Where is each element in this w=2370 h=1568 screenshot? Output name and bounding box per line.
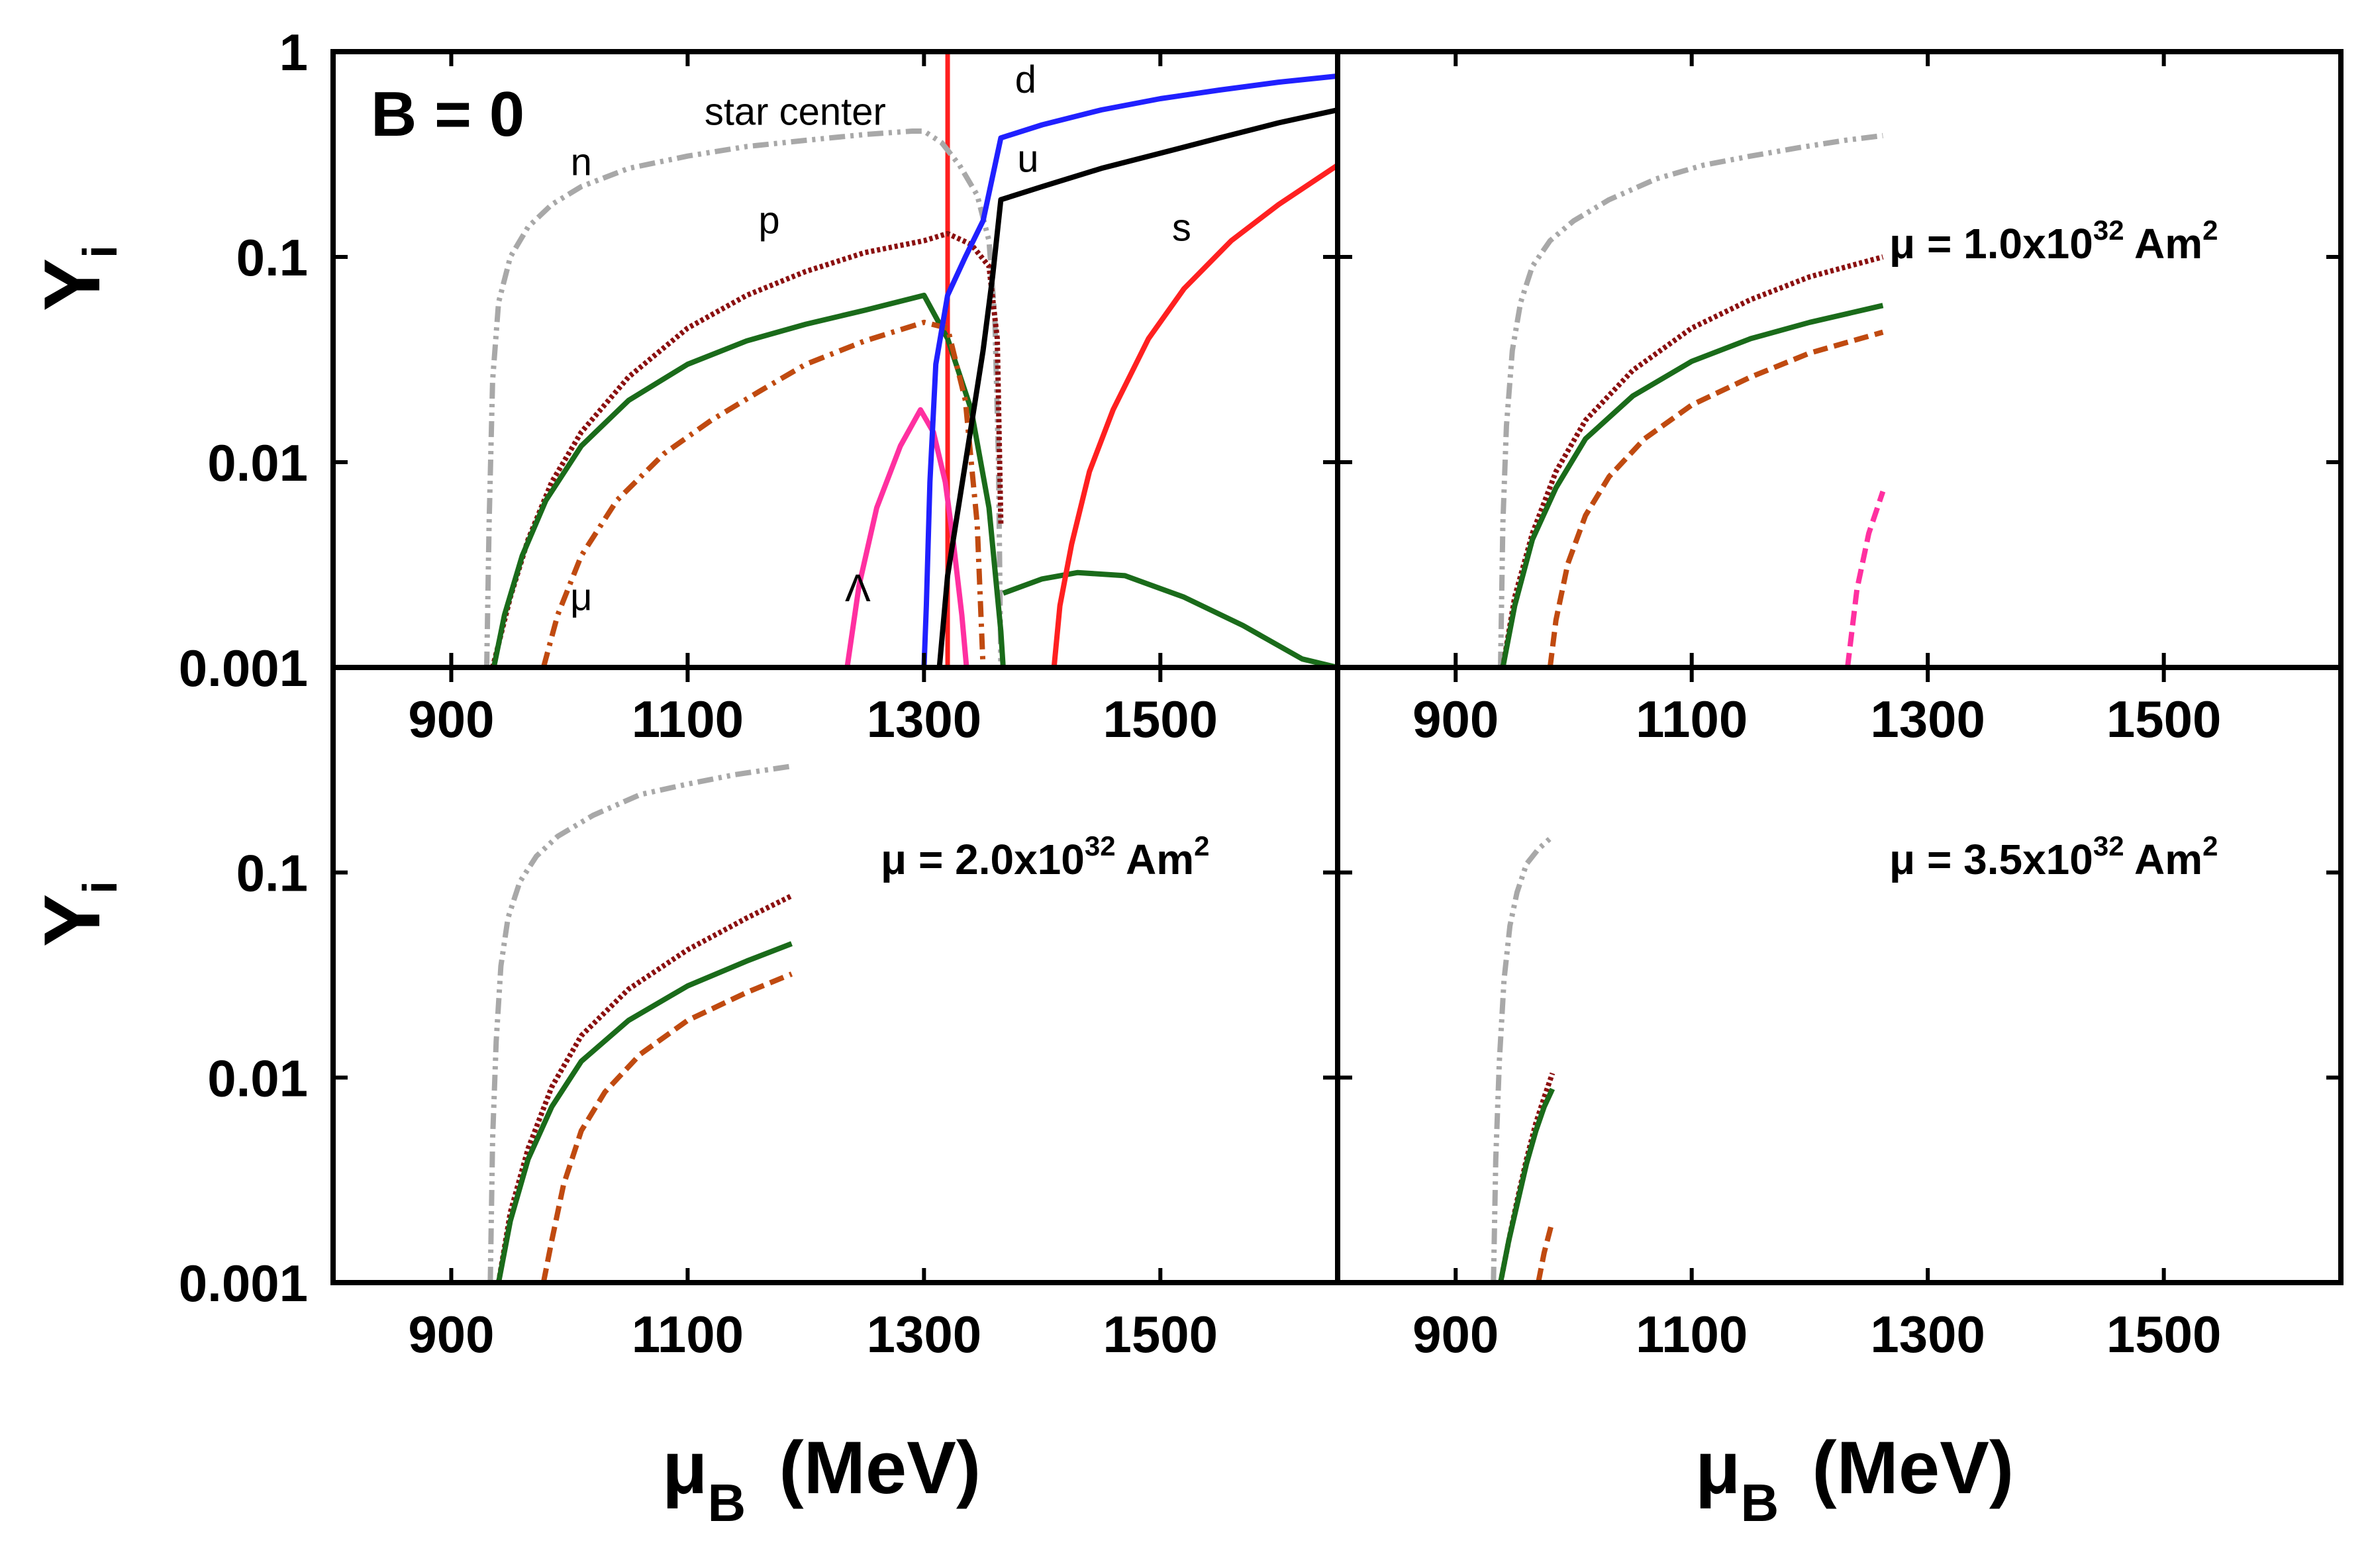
- series-p-line: [490, 230, 1004, 667]
- x-axis-title: μB (MeV): [662, 1426, 981, 1532]
- panel-label: B = 0: [371, 79, 524, 150]
- y-axis-title-sub: i: [74, 881, 127, 894]
- y-tick-label: 0.1: [236, 844, 308, 903]
- y-tick-label: 0.001: [179, 639, 308, 697]
- x-tick-label: 1300: [867, 1305, 982, 1363]
- y-axis-title: Yi: [28, 881, 127, 947]
- y-tick-label: 1: [279, 23, 308, 81]
- series-mu-line: [540, 319, 986, 667]
- panel-frame: [1335, 49, 2344, 670]
- curve-label: d: [1015, 58, 1036, 101]
- y-tick-label: 0.001: [179, 1254, 308, 1312]
- panel-label-sup: 32: [1085, 830, 1116, 861]
- panel-tr: 900 1100 1300 1500 μ = 1.0x1032 Am2: [1335, 49, 2344, 748]
- x-tick-label: 1500: [2106, 1305, 2222, 1363]
- x-tick-label: 1100: [1636, 690, 1748, 748]
- y-axis-title-sub: i: [74, 245, 127, 258]
- panel-label-part: Am: [2124, 220, 2203, 268]
- series-mu-line: [1536, 1220, 1555, 1283]
- series-p-line: [495, 893, 793, 1283]
- panel-label: μ = 3.5x1032 Am2: [1889, 830, 2218, 883]
- panel-label-part: B = 0: [371, 79, 524, 150]
- series-s-line: [1051, 163, 1338, 667]
- y-tick-label: 0.01: [207, 434, 308, 492]
- panel-tl: 900 1100 1300 1500 0.001 0.01 0.1 1 B = 0 star ce…: [179, 23, 1340, 748]
- x-tick-label: 900: [408, 690, 494, 748]
- x-tick-label: 900: [1412, 690, 1499, 748]
- x-tick-label: 1500: [2106, 690, 2222, 748]
- series-e-line: [491, 293, 1006, 667]
- panel-frame: [1335, 665, 2344, 1285]
- x-axis-title-unit: (MeV): [779, 1426, 981, 1509]
- series-mu-line: [1547, 329, 1884, 667]
- x-tick-label: 900: [408, 1305, 494, 1363]
- panel-label-part: μ = 1.0x10: [1889, 220, 2093, 268]
- y-axis-title: Yi: [28, 245, 127, 311]
- panel-label: μ = 1.0x1032 Am2: [1889, 215, 2218, 268]
- panel-label-part: μ = 2.0x10: [881, 836, 1085, 883]
- series-n-line: [487, 763, 793, 1283]
- panel-label-part: Am: [2124, 836, 2203, 883]
- panel-label-sup: 32: [2093, 830, 2124, 861]
- series-d-line: [921, 73, 1338, 667]
- y-axis-title-main: Y: [28, 894, 117, 947]
- x-tick-label: 1300: [1870, 1305, 1985, 1363]
- panel-label-part: μ = 3.5x10: [1889, 836, 2093, 883]
- x-tick-label: 900: [1412, 1305, 1499, 1363]
- series-n-line: [1498, 132, 1883, 667]
- series-e-quark-line: [1002, 569, 1338, 667]
- panel-bl: 900 1100 1300 1500 0.001 0.01 0.1 μ = 2.0x1032 …: [179, 665, 1340, 1363]
- panel-br: 900 1100 1300 1500 μ = 3.5x1032 Am2: [1335, 665, 2344, 1363]
- curve-label: μ: [570, 576, 592, 619]
- series-Lambda-line: [844, 407, 969, 667]
- curve-label: u: [1017, 137, 1038, 180]
- x-axis-title-unit: (MeV): [1812, 1426, 2014, 1509]
- x-tick-label: 1500: [1103, 690, 1218, 748]
- x-tick-label: 1500: [1103, 1305, 1218, 1363]
- series-group: [487, 763, 793, 1283]
- series-mu-line: [540, 971, 793, 1283]
- series-e-line: [1500, 303, 1884, 667]
- x-tick-label: 1100: [632, 1305, 744, 1363]
- x-tick-label: 1300: [1870, 690, 1985, 748]
- series-e-line: [1498, 1087, 1555, 1283]
- panel-label-sup: 2: [2202, 830, 2218, 861]
- series-Lambda-line: [1845, 490, 1886, 667]
- curve-label: Λ: [845, 567, 871, 610]
- y-tick-label: 0.01: [207, 1049, 308, 1107]
- panel-label-sup: 2: [2202, 215, 2218, 246]
- series-e-line: [495, 941, 793, 1283]
- curve-label: n: [571, 141, 592, 184]
- x-axis-title: μB (MeV): [1695, 1426, 2014, 1532]
- curve-label: star center: [705, 91, 886, 134]
- x-axis-title-sub: B: [708, 1473, 746, 1532]
- series-n-line: [484, 128, 1004, 667]
- x-tick-label: 1100: [1636, 1305, 1748, 1363]
- panel-label-sup: 32: [2093, 215, 2124, 246]
- x-tick-label: 1100: [632, 690, 744, 748]
- x-tick-label: 1300: [867, 690, 982, 748]
- x-axis-title-main: μ: [1695, 1426, 1741, 1509]
- curve-label: p: [758, 199, 779, 242]
- series-group: [1491, 834, 1555, 1283]
- x-axis-title-sub: B: [1741, 1473, 1779, 1532]
- panel-label-sup: 2: [1194, 830, 1209, 861]
- y-tick-label: 0.1: [236, 228, 308, 287]
- y-axis-title-main: Y: [28, 258, 117, 311]
- curve-label: s: [1172, 206, 1191, 249]
- series-group: [1498, 132, 1886, 667]
- series-u-line: [936, 107, 1338, 667]
- panel-label: μ = 2.0x1032 Am2: [881, 830, 1209, 883]
- panel-label-part: Am: [1116, 836, 1195, 883]
- series-group: [484, 73, 1338, 667]
- x-axis-title-main: μ: [662, 1426, 708, 1509]
- series-n-line: [1491, 834, 1555, 1283]
- panel-frame: [330, 665, 1340, 1285]
